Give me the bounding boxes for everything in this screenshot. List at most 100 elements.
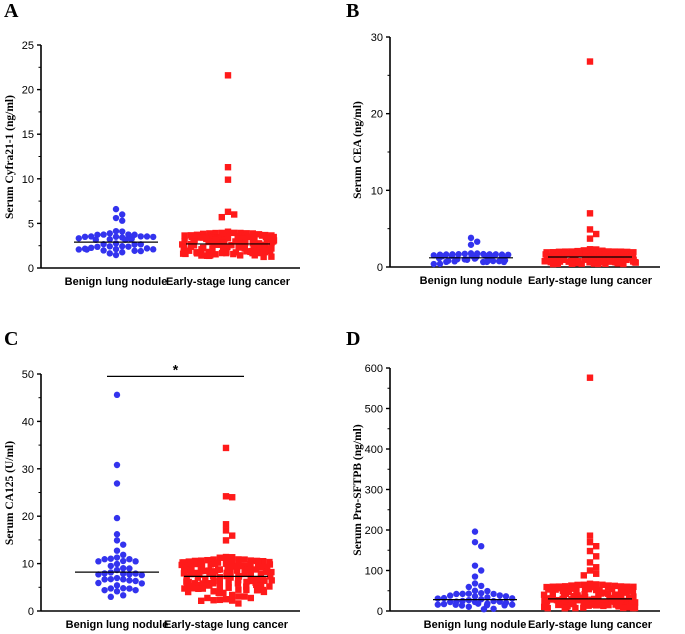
benign-point (113, 252, 119, 258)
cancer-point (229, 494, 235, 500)
cancer-point (185, 589, 191, 595)
cancer-point (223, 554, 229, 560)
benign-point (472, 539, 478, 545)
benign-point (468, 235, 474, 241)
cancer-point (234, 567, 240, 573)
benign-point (459, 591, 465, 597)
category-label: Early-stage lung cancer (166, 276, 291, 288)
cancer-point (258, 570, 264, 576)
cancer-point (578, 261, 584, 267)
benign-point (490, 598, 496, 604)
benign-point (113, 228, 119, 234)
benign-point (138, 248, 144, 254)
benign-point (107, 230, 113, 236)
y-tick-label: 500 (365, 404, 383, 416)
cancer-point (268, 239, 274, 245)
benign-point (139, 572, 145, 578)
benign-point (120, 552, 126, 558)
benign-point (441, 595, 447, 601)
panel-b-letter: B (346, 0, 359, 22)
cancer-point (573, 587, 579, 593)
benign-point (472, 573, 478, 579)
benign-point (139, 580, 145, 586)
benign-point (126, 577, 132, 583)
cancer-point (223, 521, 229, 527)
cancer-point (223, 596, 229, 602)
y-tick-label: 0 (377, 262, 383, 274)
benign-point (114, 462, 120, 468)
panel-b: B Serum CEA (ng/ml) 0102030Benign lung n… (346, 0, 660, 287)
benign-point (76, 235, 82, 241)
benign-point (466, 584, 472, 590)
y-tick-label: 10 (22, 174, 34, 186)
benign-point (443, 259, 449, 265)
benign-point (119, 249, 125, 255)
y-tick-label: 200 (365, 525, 383, 537)
benign-point (475, 600, 481, 606)
cancer-point (550, 261, 556, 267)
cancer-point (230, 251, 236, 257)
benign-point (94, 244, 100, 250)
benign-point (431, 261, 437, 267)
cancer-point (229, 532, 235, 538)
category-label: Benign lung nodule (420, 275, 523, 287)
benign-point (435, 595, 441, 601)
y-tick-label: 20 (22, 85, 34, 97)
benign-point (125, 243, 131, 249)
cancer-point (247, 566, 253, 572)
benign-point (441, 601, 447, 607)
y-tick-label: 20 (371, 109, 383, 121)
cancer-point (580, 604, 586, 610)
cancer-point (229, 554, 235, 560)
benign-point (119, 228, 125, 234)
cancer-point (562, 605, 568, 611)
y-tick-label: 40 (22, 416, 34, 428)
y-tick-label: 50 (22, 369, 34, 381)
benign-point (120, 576, 126, 582)
cancer-point (587, 235, 593, 241)
y-tick-label: 0 (28, 263, 34, 275)
cancer-point (229, 597, 235, 603)
cancer-point (587, 532, 593, 538)
benign-point (114, 531, 120, 537)
benign-point (501, 602, 507, 608)
cancer-point (225, 579, 231, 585)
cancer-point (206, 582, 212, 588)
panel-a-ylabel: Serum Cyfra21-1 (ng/ml) (4, 95, 16, 219)
cancer-point (620, 261, 626, 267)
cancer-point (241, 593, 247, 599)
benign-point (126, 565, 132, 571)
benign-point (447, 592, 453, 598)
cancer-point (587, 210, 593, 216)
cancer-point (237, 252, 243, 258)
cancer-point (593, 543, 599, 549)
benign-point (126, 585, 132, 591)
cancer-point (630, 605, 636, 611)
y-tick-label: 300 (365, 485, 383, 497)
benign-point (451, 258, 457, 264)
benign-point (509, 595, 515, 601)
cancer-point (600, 603, 606, 609)
benign-point (82, 234, 88, 240)
benign-point (95, 558, 101, 564)
y-tick-label: 0 (28, 606, 34, 618)
benign-point (472, 255, 478, 261)
cancer-point (620, 605, 626, 611)
benign-point (114, 392, 120, 398)
benign-point (100, 247, 106, 253)
cancer-point (587, 539, 593, 545)
cancer-point (251, 234, 257, 240)
cancer-point (198, 252, 204, 258)
panel-a-plot: 0510152025Benign lung noduleEarly-stage … (22, 40, 300, 288)
panel-c-letter: C (4, 328, 18, 350)
cancer-point (252, 252, 258, 258)
benign-point (453, 602, 459, 608)
panel-a: A Serum Cyfra21-1 (ng/ml) 0510152025Beni… (4, 0, 300, 288)
benign-point (95, 580, 101, 586)
cancer-point (572, 605, 578, 611)
benign-point (472, 528, 478, 534)
y-tick-label: 10 (22, 559, 34, 571)
benign-point (114, 575, 120, 581)
benign-point (132, 570, 138, 576)
benign-point (462, 251, 468, 257)
